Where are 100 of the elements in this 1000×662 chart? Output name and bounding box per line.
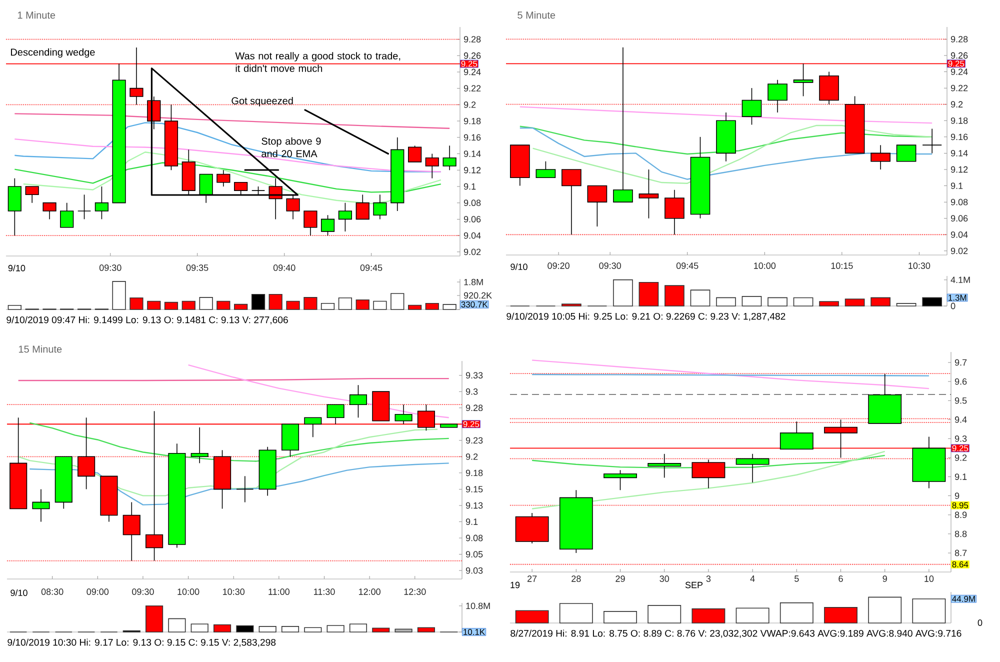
x-tick-label: 29 [616, 576, 625, 582]
x-tick-label: 11:30 [314, 588, 335, 595]
x-tick-label: 09:35 [186, 264, 208, 271]
candlestick [373, 194, 387, 220]
candlestick [425, 153, 439, 179]
y-tick-label: 9.24 [464, 68, 481, 76]
bar [304, 627, 322, 632]
candlestick [94, 186, 109, 220]
y-tick-label: 8.9 [954, 512, 967, 518]
bar [390, 293, 404, 310]
y-tick-label: 9.3 [466, 388, 478, 395]
bar [286, 300, 300, 310]
bar [213, 624, 232, 632]
x-tick-label: 09:30 [132, 588, 154, 595]
candlestick [768, 80, 788, 113]
bar [268, 294, 282, 310]
y-tick-label: 9.5 [954, 397, 967, 404]
x-tick-label: 10:30 [908, 262, 930, 269]
y-tick-label: 9.14 [950, 150, 968, 156]
text: 9/10/2019 10:05 Hi: 9.25 Lo: 9.21 O: 9.2269 C: 9.23 V: 1,287,482 [506, 312, 786, 321]
bar [164, 302, 178, 310]
candlestick [742, 88, 762, 126]
candlestick [638, 169, 659, 219]
y-tick-label: 9.04 [464, 232, 481, 239]
bar [326, 625, 344, 632]
y-tick-label: 9.08 [466, 534, 483, 542]
candlestick [664, 189, 684, 236]
line-series [188, 364, 450, 418]
bar [613, 279, 633, 306]
candlestick [326, 404, 344, 425]
y-tick-label: 8.8 [954, 530, 967, 538]
y-tick-label: 9.26 [950, 52, 968, 59]
text: 9/10/2019 09:47 Hi: 9.1499 Lo: 9.13 O: 9.1481 C: 9.13 V: 277,606 [6, 316, 288, 324]
bar [648, 605, 682, 624]
y-tick-label: 9 [954, 492, 960, 499]
candlestick [793, 63, 814, 97]
candlestick [320, 214, 335, 236]
x-tick-label: 12:00 [358, 588, 380, 595]
y-tick-label: 9.4 [954, 416, 967, 423]
x-tick-label: 5 [794, 576, 799, 582]
candlestick [25, 186, 39, 204]
line-series [22, 152, 442, 204]
candlestick [304, 417, 322, 438]
y-tick-label: 9.24 [950, 68, 968, 75]
y-tick-label: 9.1 [954, 474, 967, 480]
bar [922, 297, 942, 306]
candlestick [442, 145, 456, 171]
annotation: Was not really a good stock to trade, it didn't move much [235, 52, 400, 72]
candlestick [870, 144, 890, 170]
annotation: 330.7K [461, 301, 488, 308]
bar [168, 618, 186, 632]
bar [320, 303, 335, 310]
candlestick [190, 426, 208, 464]
candlestick [236, 476, 254, 503]
y-tick-label: 9.6 [954, 378, 967, 385]
bar [112, 281, 126, 310]
bar [251, 294, 266, 310]
line-series [531, 454, 886, 468]
y-tick-label: 9.02 [950, 248, 968, 254]
ref-line-label: 8.64 [952, 561, 968, 568]
x-tick-label: 10:00 [754, 262, 776, 269]
ref-line-label: 9.25 [948, 60, 964, 67]
y-tick-label: 9.28 [466, 404, 483, 412]
bar [604, 611, 637, 624]
ref-line-label: 8.95 [952, 502, 968, 508]
candlestick [896, 144, 916, 162]
y-tick-label: 4.1M [950, 276, 970, 283]
candlestick [613, 46, 633, 202]
line-series [519, 106, 933, 124]
candlestick [32, 488, 50, 522]
y-tick-label: 9.7 [954, 359, 967, 366]
candlestick [42, 202, 56, 220]
y-tick-label: 9.28 [464, 36, 481, 42]
y-tick-label: 9.06 [950, 215, 968, 222]
bar [8, 304, 22, 310]
candlestick [349, 384, 368, 418]
y-tick-label: 9.18 [466, 470, 483, 476]
bar [824, 607, 858, 624]
y-tick-label: 9.16 [950, 134, 968, 140]
bar [736, 608, 770, 624]
y-tick-label: 9.08 [464, 200, 481, 206]
y-tick-label: 9.08 [950, 198, 968, 206]
y-tick-label: 9.04 [950, 231, 968, 238]
bar [258, 626, 276, 632]
annotation: 44.9M [952, 596, 975, 602]
line-series [531, 450, 886, 510]
bar [338, 298, 352, 310]
y-tick-label: 9.13 [466, 502, 483, 509]
line-series [14, 138, 442, 172]
bar [234, 304, 248, 310]
line-series [14, 162, 442, 193]
bar [147, 300, 161, 310]
y-tick-label: 0 [950, 302, 956, 310]
candlestick [122, 502, 140, 562]
bar [216, 300, 230, 310]
x-tick-label: 3 [706, 576, 711, 582]
text: 9/10 [8, 264, 26, 272]
y-tick-label: 9.02 [464, 248, 481, 256]
x-tick-label: 09:45 [676, 262, 698, 269]
line-series [14, 113, 450, 130]
